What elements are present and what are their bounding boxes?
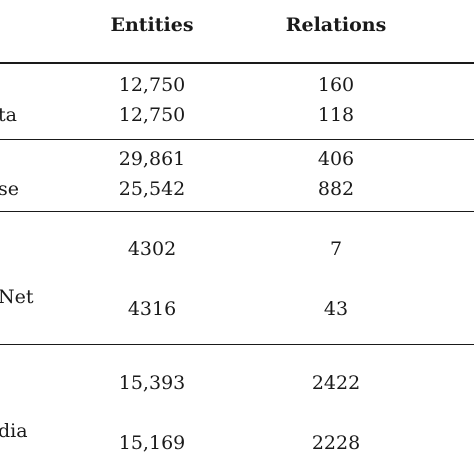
table-cell: 118	[317, 104, 355, 126]
row-label: ta	[0, 104, 17, 126]
row-divider	[0, 139, 474, 140]
row-label: Net	[0, 286, 34, 308]
table-cell: 4302	[127, 238, 177, 260]
table-cell: 160	[317, 74, 355, 96]
table-cell: 882	[317, 178, 355, 200]
table-cell: 2228	[311, 432, 361, 454]
row-divider	[0, 344, 474, 345]
table-cell: 43	[323, 298, 349, 320]
column-header-relations: Relations	[285, 14, 387, 36]
table-cell: 4316	[127, 298, 177, 320]
row-label: dia	[0, 420, 28, 442]
table-cell: 29,861	[118, 148, 186, 170]
table-cell: 7	[329, 238, 343, 260]
row-divider	[0, 211, 474, 212]
table-cell: 15,393	[118, 372, 186, 394]
column-header-entities: Entities	[110, 14, 194, 36]
table-cell: 12,750	[118, 74, 186, 96]
table-cell: 15,169	[118, 432, 186, 454]
row-label: se	[0, 178, 19, 200]
header-rule	[0, 62, 474, 64]
table-cell: 2422	[311, 372, 361, 394]
table-cell: 12,750	[118, 104, 186, 126]
table-cell: 25,542	[118, 178, 186, 200]
table-cell: 406	[317, 148, 355, 170]
